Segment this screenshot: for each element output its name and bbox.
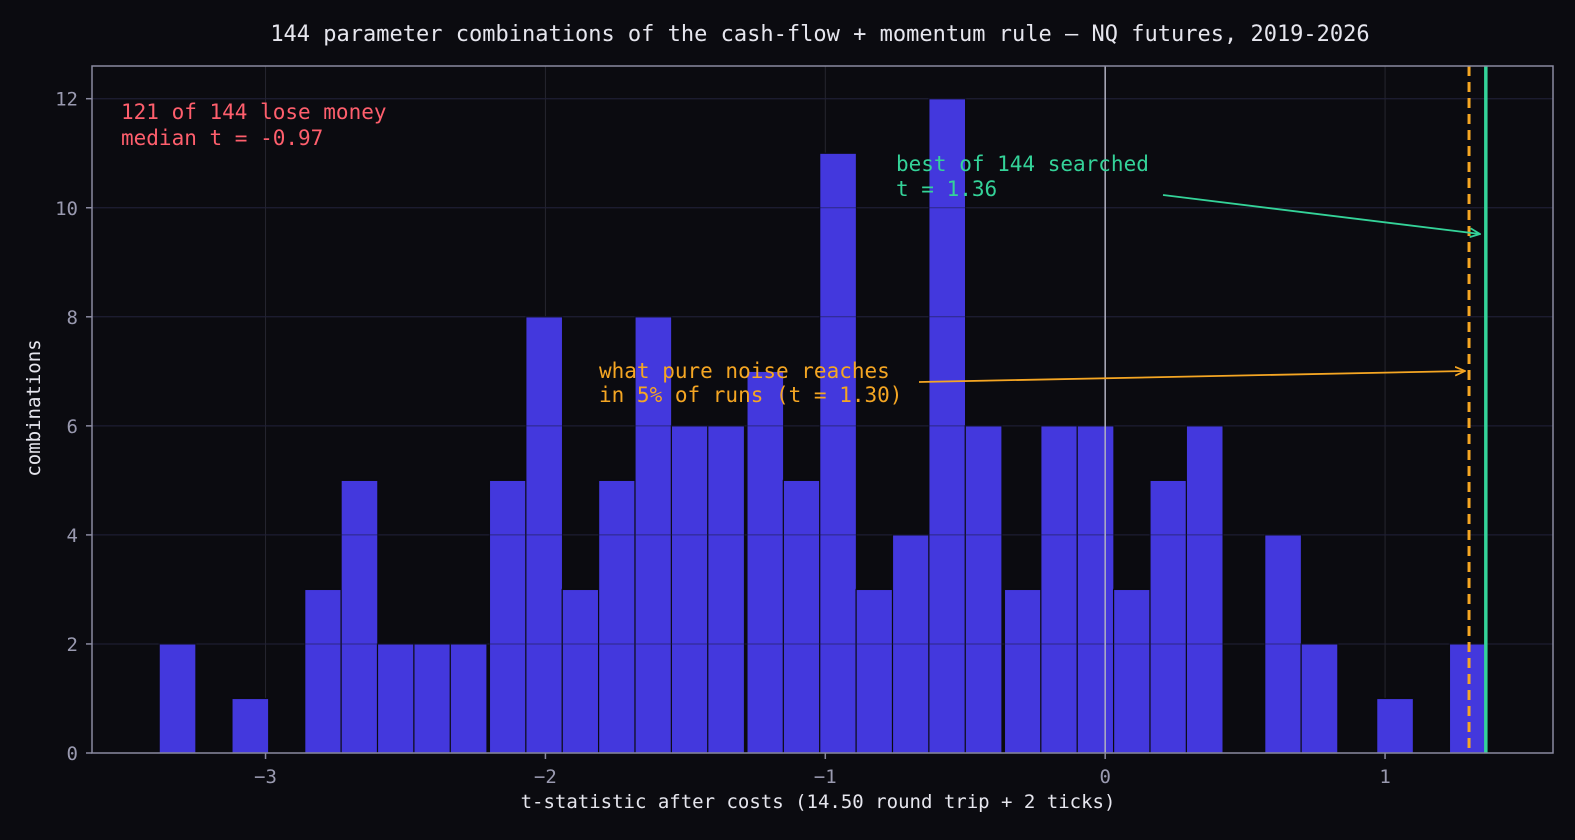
y-tick-label: 4 xyxy=(67,525,78,547)
y-tick-label: 2 xyxy=(67,634,78,656)
y-tick-label: 6 xyxy=(67,416,78,438)
histogram-bar xyxy=(376,643,415,754)
histogram-bar xyxy=(1003,588,1042,754)
summary-line-2: median t = -0.97 xyxy=(121,126,323,150)
x-tick-label: 0 xyxy=(1099,766,1110,788)
x-tick-label: −2 xyxy=(534,766,557,788)
y-tick-label: 8 xyxy=(67,307,78,329)
y-axis-ticks: 0 2 4 6 8 10 12 xyxy=(55,89,92,765)
histogram-bar xyxy=(670,425,709,754)
x-tick-label: −1 xyxy=(814,766,837,788)
histogram-bar xyxy=(304,588,343,754)
histogram-bar xyxy=(1112,588,1151,754)
chart-title: 144 parameter combinations of the cash-f… xyxy=(270,22,1369,47)
histogram-bar xyxy=(449,643,488,754)
histogram-bar xyxy=(855,588,894,754)
noise-label-line-1: what pure noise reaches xyxy=(599,359,890,383)
histogram-bar xyxy=(1040,425,1079,754)
y-tick-label: 10 xyxy=(55,198,78,220)
histogram-bars xyxy=(92,98,1553,754)
histogram-bar xyxy=(340,479,379,754)
best-annotation: best of 144 searched t = 1.36 xyxy=(896,152,1480,234)
summary-annotation: 121 of 144 lose money median t = -0.97 xyxy=(121,100,387,150)
histogram-bar xyxy=(1149,479,1188,754)
histogram-bar xyxy=(231,697,270,754)
x-axis-ticks: −3 −2 −1 0 1 xyxy=(254,753,1391,788)
y-tick-label: 12 xyxy=(55,89,78,111)
x-tick-label: 1 xyxy=(1379,766,1390,788)
noise-arrow xyxy=(918,371,1465,383)
histogram-bar xyxy=(158,643,197,754)
histogram-bar xyxy=(413,643,452,754)
histogram-bar xyxy=(1185,425,1224,754)
histogram-bar xyxy=(597,479,636,754)
histogram-bar xyxy=(964,425,1003,754)
histogram-bar xyxy=(819,152,858,754)
y-tick-label: 0 xyxy=(67,743,78,765)
plot-frame xyxy=(91,65,1554,754)
best-label-line-1: best of 144 searched xyxy=(896,152,1149,176)
y-axis-label: combinations xyxy=(23,339,45,476)
histogram-bar xyxy=(746,370,785,754)
summary-line-1: 121 of 144 lose money xyxy=(121,100,387,124)
noise-annotation: what pure noise reaches in 5% of runs (t… xyxy=(599,359,1465,407)
histogram-bar xyxy=(1376,697,1415,754)
x-axis-label: t-statistic after costs (14.50 round tri… xyxy=(521,791,1116,813)
best-label-line-2: t = 1.36 xyxy=(896,177,997,201)
histogram-bar xyxy=(707,425,746,754)
histogram-bar xyxy=(488,479,527,754)
best-arrow xyxy=(1162,194,1480,234)
noise-label-line-2: in 5% of runs (t = 1.30) xyxy=(599,383,902,407)
x-tick-label: −3 xyxy=(254,766,277,788)
histogram-bar xyxy=(782,479,821,754)
histogram-bar xyxy=(1076,425,1115,754)
histogram-bar xyxy=(1300,643,1339,754)
histogram-bar xyxy=(561,588,600,754)
